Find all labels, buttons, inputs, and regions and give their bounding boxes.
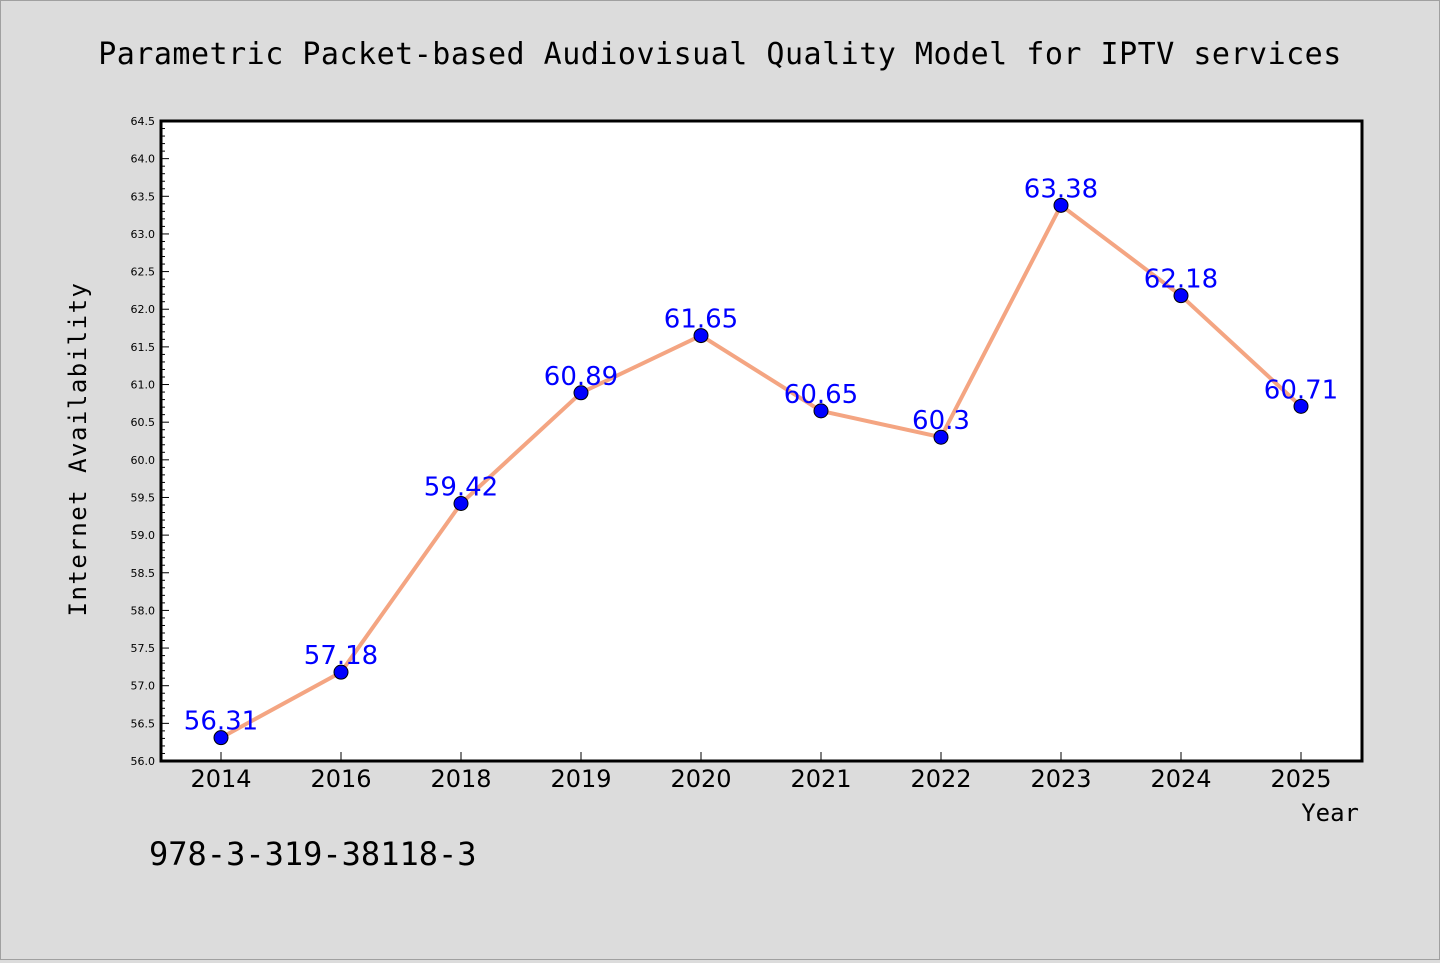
y-tick-label: 60.5 [131,416,156,429]
x-axis: 2014 2016 2018 2019 2020 2021 2022 2023 2024 2025 [190,752,1332,793]
data-label: 56.31 [184,707,258,737]
x-tick-label: 2018 [430,765,491,793]
y-tick-label: 56.5 [131,717,156,730]
data-point [333,664,349,680]
y-tick-label: 58.0 [131,604,156,617]
y-tick-label: 62.5 [131,266,156,279]
y-tick-label: 59.0 [131,529,156,542]
x-tick-label: 2021 [790,765,851,793]
y-tick-label: 64.0 [131,153,156,166]
data-label: 60.3 [912,406,970,436]
data-point [573,385,589,401]
y-tick-label: 62.0 [131,303,156,316]
data-label: 62.18 [1144,265,1218,295]
x-axis-label: Year [1301,799,1359,827]
y-tick-label: 57.0 [131,680,156,693]
y-tick-label: 64.5 [131,115,156,128]
series-line [219,203,1303,740]
x-tick-label: 2024 [1150,765,1211,793]
data-label: 60.71 [1264,375,1338,405]
y-tick-label: 61.5 [131,341,156,354]
data-point [1173,288,1189,304]
y-axis-label: Internet Availability [64,282,92,617]
footer-isbn: 978-3-319-38118-3 [149,835,477,873]
y-tick-label: 58.5 [131,567,156,580]
data-label: 60.89 [544,362,618,392]
x-tick-label: 2025 [1270,765,1331,793]
data-point [1053,197,1069,213]
data-point [453,495,469,511]
data-label: 57.18 [304,641,378,671]
chart-title: Parametric Packet-based Audiovisual Qual… [98,37,1342,72]
y-tick-label: 63.5 [131,190,156,203]
data-labels: 56.31 57.18 59.42 60.89 61.65 60.65 60.3 63.38 6… [184,174,1338,736]
data-point [693,328,709,344]
plot-area [159,119,1364,763]
y-axis: 56.0 56.5 57.0 57.5 58.0 58.5 59.0 59.5 60.0 60.5… [131,115,169,768]
y-tick-label: 61.0 [131,379,156,392]
y-tick-label: 59.5 [131,491,156,504]
x-tick-label: 2016 [310,765,371,793]
data-label: 61.65 [664,305,738,335]
data-label: 63.38 [1024,174,1098,204]
data-label: 59.42 [424,472,498,502]
data-point [933,429,949,445]
series-markers [213,197,1309,746]
x-tick-label: 2022 [910,765,971,793]
y-tick-label: 63.0 [131,228,156,241]
x-tick-label: 2019 [550,765,611,793]
x-tick-label: 2023 [1030,765,1091,793]
y-tick-label: 56.0 [131,755,156,768]
y-tick-label: 60.0 [131,454,156,467]
data-point [213,730,229,746]
data-label: 60.65 [784,380,858,410]
x-tick-label: 2020 [670,765,731,793]
data-point [1293,398,1309,414]
x-tick-label: 2014 [190,765,251,793]
y-tick-label: 57.5 [131,642,156,655]
data-point [813,403,829,419]
